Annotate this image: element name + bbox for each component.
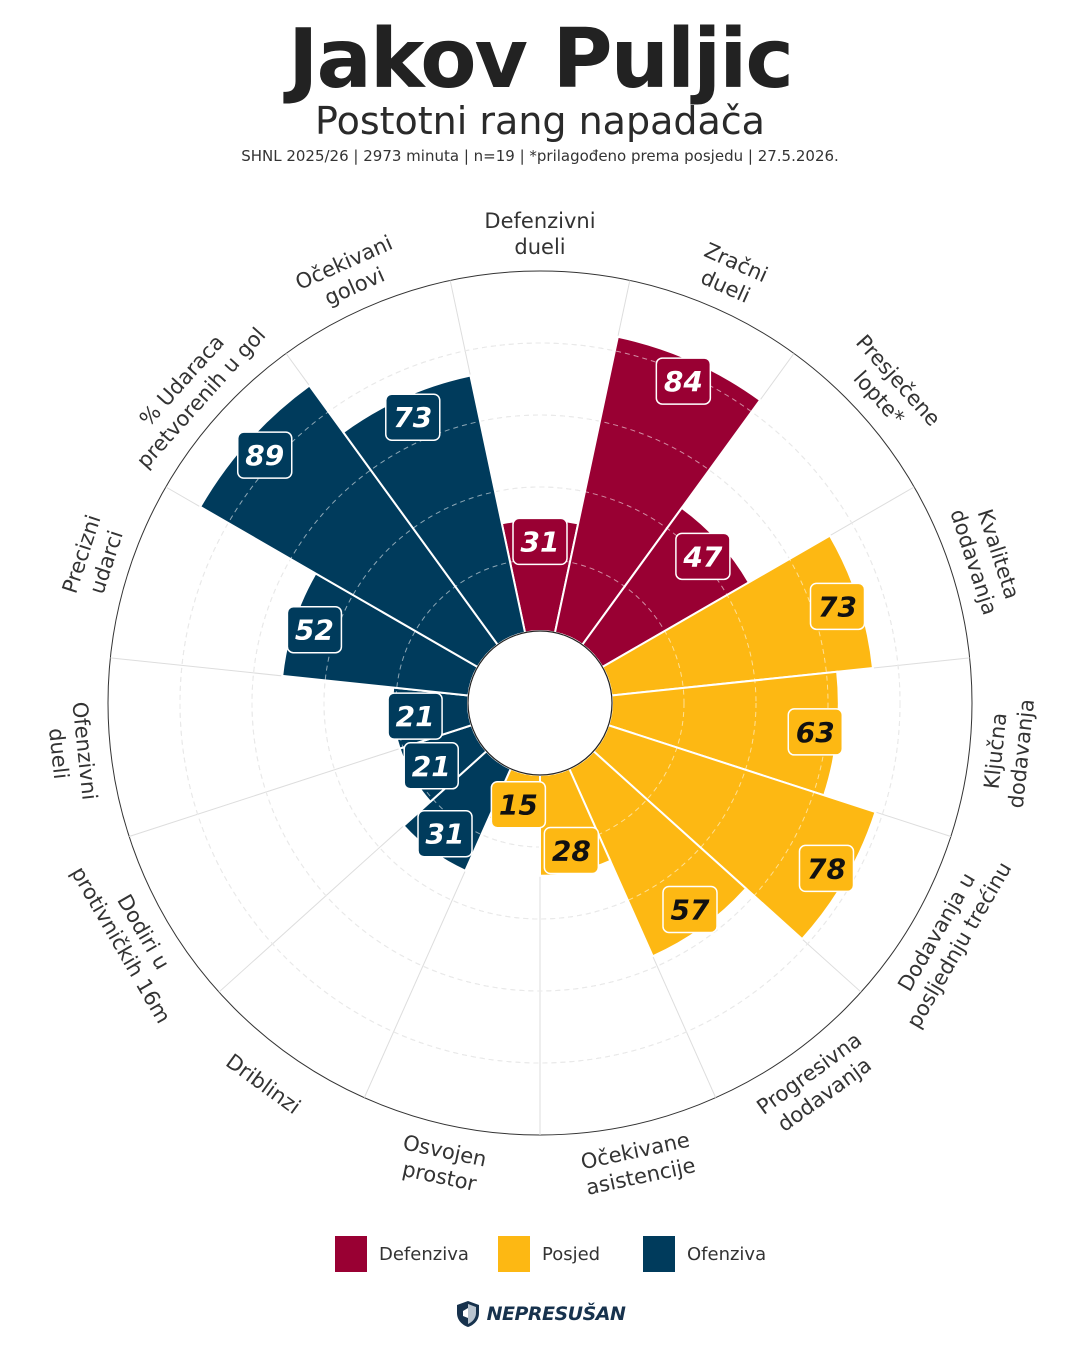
value-badge-box — [387, 692, 443, 740]
category-label-line: Defenzivni — [484, 209, 595, 233]
value-label: 52 — [295, 614, 334, 647]
category-label-line: Ofenzivni — [67, 701, 101, 802]
value-badge: 31 — [417, 809, 473, 858]
value-label: 73 — [818, 590, 857, 623]
brand: NEPRESUŠAN — [0, 1298, 1080, 1330]
value-badge: 28 — [543, 826, 600, 875]
legend-label-defenziva: Defenziva — [379, 1243, 469, 1265]
value-badge: 89 — [236, 431, 293, 479]
grid-circle-overlay — [251, 414, 829, 992]
grid-circle-overlay — [179, 342, 901, 1064]
value-badge: 78 — [798, 844, 855, 893]
value-label: 47 — [682, 540, 722, 573]
value-badge-box — [490, 780, 547, 829]
value-badge: 73 — [809, 582, 866, 631]
legend: Defenziva Posjed Ofenziva — [0, 1236, 1080, 1276]
value-badge-box — [655, 357, 712, 405]
value-badge: 52 — [286, 605, 343, 654]
legend-label-ofenziva: Ofenziva — [687, 1243, 767, 1265]
legend-swatch-ofenziva — [643, 1236, 675, 1272]
value-label: 31 — [521, 525, 560, 558]
value-badge: 21 — [403, 742, 459, 790]
brand-name: NEPRESUŠAN — [486, 1303, 626, 1325]
value-label: 21 — [412, 750, 451, 783]
shield-icon — [456, 1301, 479, 1327]
value-label: 78 — [807, 852, 846, 885]
value-badge-box — [385, 393, 441, 441]
category-label-line: Driblinzi — [221, 1049, 305, 1119]
value-badge-box — [417, 809, 473, 858]
value-badge: 63 — [787, 708, 844, 756]
legend-item-defenziva: Defenziva — [335, 1236, 469, 1272]
value-badge-box — [675, 532, 731, 581]
legend-item-posjed: Posjed — [498, 1236, 600, 1272]
value-label: 57 — [671, 893, 710, 926]
legend-label-posjed: Posjed — [542, 1243, 601, 1265]
center-hole — [467, 630, 613, 776]
legend-swatch-posjed — [498, 1236, 530, 1272]
value-badge: 84 — [655, 357, 712, 405]
value-badge-box — [543, 826, 600, 875]
value-badge-box — [809, 582, 866, 631]
value-badge: 15 — [490, 780, 547, 829]
value-badge-box — [403, 742, 459, 790]
value-badge-box — [512, 517, 568, 566]
value-badge-box — [236, 431, 293, 479]
value-label: 89 — [245, 439, 284, 472]
value-badge: 73 — [385, 393, 441, 441]
value-label: 28 — [552, 835, 591, 868]
legend-item-ofenziva: Ofenziva — [643, 1236, 766, 1272]
value-badge-box — [798, 844, 855, 893]
chart-meta: SHNL 2025/26 | 2973 minuta | n=19 | *pri… — [241, 147, 839, 165]
value-badge-box — [286, 605, 343, 654]
value-badge: 21 — [387, 692, 443, 740]
value-badge: 31 — [512, 517, 568, 566]
grid-circle-overlay — [323, 486, 757, 920]
page-subtitle: Postotni rang napadača — [315, 99, 765, 143]
value-label: 73 — [393, 401, 432, 434]
value-badge-box — [787, 708, 844, 756]
category-label-line: dueli — [514, 235, 565, 259]
value-badge: 57 — [662, 885, 718, 934]
value-label: 63 — [796, 716, 835, 749]
value-badge: 47 — [675, 532, 731, 581]
category-label-line: dueli — [44, 727, 73, 780]
value-badge-box — [662, 885, 718, 934]
value-label: 21 — [396, 700, 435, 733]
legend-swatch-defenziva — [335, 1236, 367, 1272]
category-label: Driblinzi — [221, 1049, 305, 1119]
value-label: 31 — [426, 818, 465, 851]
value-label: 15 — [499, 789, 538, 822]
page-title: Jakov Puljic — [288, 12, 794, 107]
value-label: 84 — [664, 365, 703, 398]
